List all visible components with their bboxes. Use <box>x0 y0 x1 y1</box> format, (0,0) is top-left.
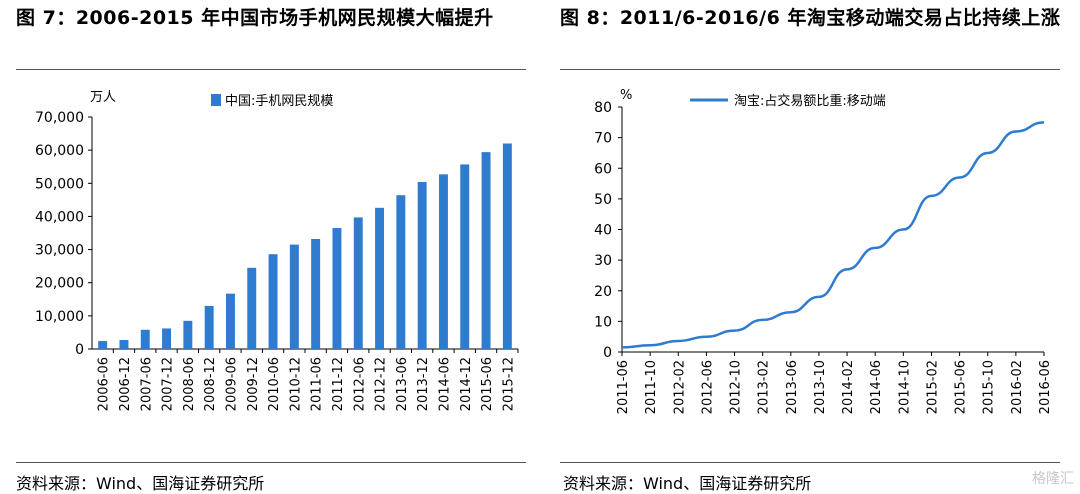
x-tick-label: 2015-06 <box>480 357 495 411</box>
x-tick-label: 2008-06 <box>182 357 197 411</box>
right-figure-title: 图 8：2011/6-2016/6 年淘宝移动端交易占比持续上涨 <box>560 7 1061 29</box>
bar <box>332 228 342 349</box>
y-tick-label: 20 <box>594 284 612 300</box>
x-tick-label: 2014-06 <box>437 357 452 411</box>
x-tick-label: 2007-06 <box>139 357 154 411</box>
x-tick-label: 2012-12 <box>374 357 389 411</box>
bar <box>353 217 363 349</box>
x-tick-label: 2014-06 <box>869 360 884 414</box>
series-line <box>621 121 1045 349</box>
x-tick-label: 2011-06 <box>616 360 631 414</box>
y-tick-label: 40,000 <box>35 209 84 225</box>
x-tick-label: 2009-06 <box>224 357 239 411</box>
y-tick-label: 0 <box>603 345 612 361</box>
x-tick-label: 2015-12 <box>501 357 516 411</box>
x-tick-label: 2014-10 <box>897 360 912 414</box>
bar <box>438 174 448 349</box>
y-tick-label: 50 <box>594 192 612 208</box>
y-tick-label: 0 <box>75 342 84 358</box>
x-tick-label: 2011-06 <box>310 357 325 411</box>
y-tick-label: 40 <box>594 223 612 239</box>
bar <box>268 254 278 349</box>
taobao-mobile-share-line-chart: % 淘宝:占交易额比重:移动端 0 10 20 30 40 50 60 70 80 2011-06 20… <box>594 88 1053 414</box>
y-tick-label: 50,000 <box>35 176 84 192</box>
x-tick-label: 2014-02 <box>841 360 856 414</box>
bar <box>289 244 299 349</box>
y-tick-label: 80 <box>594 100 612 116</box>
y-tick-label: 30,000 <box>35 243 84 259</box>
legend-label: 淘宝:占交易额比重:移动端 <box>734 93 886 109</box>
bar <box>225 293 235 349</box>
bar <box>311 238 321 349</box>
x-tick-label: 2012-06 <box>352 357 367 411</box>
x-tick-label: 2008-12 <box>203 357 218 411</box>
y-tick-label: 60,000 <box>35 143 84 159</box>
x-tick-label: 2016-06 <box>1038 360 1053 414</box>
left-source-note: 资料来源：Wind、国海证券研究所 <box>16 474 265 493</box>
bar <box>375 207 385 349</box>
x-tick-label: 2012-06 <box>700 360 715 414</box>
bar <box>204 305 214 349</box>
bar <box>162 328 172 349</box>
legend-swatch <box>211 94 221 106</box>
bar <box>460 164 470 349</box>
y-tick-label: 10,000 <box>35 309 84 325</box>
x-tick-label: 2013-12 <box>416 357 431 411</box>
bar <box>119 340 129 349</box>
right-source-note: 资料来源：Wind、国海证券研究所 <box>563 474 812 493</box>
legend-label: 中国:手机网民规模 <box>225 94 333 109</box>
x-tick-label: 2014-12 <box>459 357 474 411</box>
bar <box>247 267 257 349</box>
x-tick-label: 2012-02 <box>672 360 687 414</box>
left-top-rule <box>16 69 526 70</box>
bar <box>98 341 108 349</box>
right-bottom-rule <box>560 462 1060 463</box>
x-tick-label: 2016-02 <box>1010 360 1025 414</box>
x-tick-label: 2013-10 <box>813 360 828 414</box>
bar <box>417 181 427 349</box>
bar <box>140 329 150 349</box>
bar <box>396 195 406 349</box>
left-bottom-rule <box>16 462 526 463</box>
x-tick-label: 2007-12 <box>161 357 176 411</box>
x-tick-label: 2011-10 <box>644 360 659 414</box>
x-tick-label: 2010-06 <box>267 357 282 411</box>
x-tick-label: 2010-12 <box>288 357 303 411</box>
y-tick-label: 60 <box>594 161 612 177</box>
x-tick-label: 2009-12 <box>246 357 261 411</box>
bar <box>481 152 491 349</box>
x-tick-label: 2006-12 <box>118 357 133 411</box>
x-tick-label: 2015-10 <box>982 360 997 414</box>
bar <box>502 143 512 349</box>
x-tick-label: 2013-06 <box>395 357 410 411</box>
y-unit-label: % <box>620 88 632 103</box>
y-tick-label: 10 <box>594 314 612 330</box>
x-tick-label: 2006-06 <box>97 357 112 411</box>
x-tick-label: 2013-02 <box>757 360 772 414</box>
y-tick-label: 70 <box>594 131 612 147</box>
y-tick-label: 70,000 <box>35 110 84 126</box>
x-tick-label: 2012-10 <box>729 360 744 414</box>
x-tick-label: 2013-06 <box>785 360 800 414</box>
left-figure-title: 图 7：2006-2015 年中国市场手机网民规模大幅提升 <box>16 7 494 29</box>
y-tick-label: 20,000 <box>35 276 84 292</box>
y-unit-label: 万人 <box>90 90 116 105</box>
right-top-rule <box>560 69 1060 70</box>
x-tick-label: 2015-02 <box>925 360 940 414</box>
x-tick-label: 2011-12 <box>331 357 346 411</box>
y-tick-label: 30 <box>594 253 612 269</box>
bar <box>183 320 193 349</box>
mobile-netizen-bar-chart: 万人 中国:手机网民规模 0 10,000 20,000 30,000 40,000 50,0… <box>35 90 519 411</box>
watermark-logo: 格隆汇 <box>1032 471 1074 487</box>
x-tick-label: 2015-06 <box>954 360 969 414</box>
